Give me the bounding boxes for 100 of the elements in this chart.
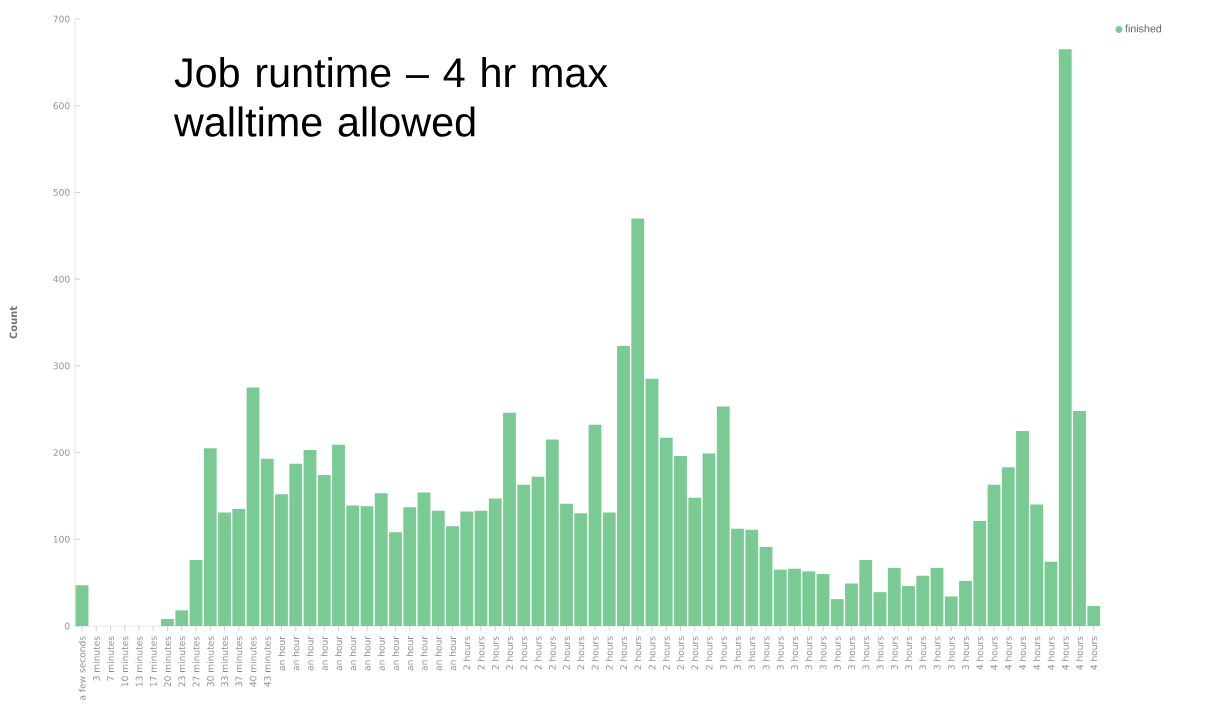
x-tick-label: 3 hours (790, 636, 799, 670)
x-tick-label: 4 hours (1061, 636, 1069, 670)
x-tick-label: 27 minutes (192, 636, 200, 687)
x-tick-label: 20 minutes (163, 636, 172, 687)
bar (702, 453, 716, 626)
bar (759, 547, 773, 626)
x-tick-label: 3 hours (748, 636, 756, 670)
x-tick-label: 3 hours (919, 636, 927, 670)
x-tick-label: 4 hours (1075, 636, 1083, 670)
x-tick-label: an hour (377, 636, 385, 671)
x-tick-label: 2 hours (634, 636, 642, 670)
bar (531, 476, 545, 626)
x-tick-label: an hour (363, 636, 371, 671)
x-tick-label: 43 minutes (263, 636, 271, 687)
x-tick-label: 3 hours (847, 636, 856, 670)
x-tick-label: 2 hours (605, 636, 613, 670)
x-tick-label: 3 hours (947, 636, 955, 670)
x-tick-label: an hour (334, 636, 343, 671)
x-tick-label: 4 hours (1018, 636, 1027, 670)
x-tick-label: 3 hours (961, 636, 970, 670)
x-tick-label: 2 hours (705, 636, 713, 670)
y-tick-label: 600 (53, 102, 70, 110)
bar (588, 424, 602, 626)
x-tick-label: 2 hours (591, 636, 599, 670)
x-tick-label: 4 hours (990, 636, 998, 670)
x-tick-label: 3 hours (733, 636, 742, 670)
y-tick-label: 200 (53, 449, 70, 456)
x-tick-label: 2 hours (477, 636, 485, 670)
x-tick-label: 2 hours (676, 636, 685, 670)
x-tick-label: 4 hours (1090, 636, 1098, 670)
x-tick-label: an hour (420, 636, 428, 671)
x-tick-label: 3 hours (876, 636, 884, 670)
x-tick-label: 2 hours (534, 636, 542, 670)
x-tick-label: an hour (306, 636, 314, 671)
y-axis-title: Count (9, 306, 18, 339)
y-tick-label: 400 (53, 275, 70, 283)
x-tick-label: 2 hours (520, 636, 528, 670)
x-tick-label: 4 hours (1033, 636, 1041, 670)
bar (303, 449, 317, 626)
x-tick-label: 2 hours (662, 636, 670, 670)
bar (474, 510, 488, 626)
bar (816, 573, 830, 626)
x-tick-label: an hour (448, 636, 457, 671)
x-tick-label: 2 hours (491, 636, 499, 670)
x-tick-label: 3 hours (904, 636, 913, 670)
x-tick-label: an hour (406, 636, 414, 671)
legend-label: finished (1125, 24, 1162, 33)
x-tick-label: 2 hours (619, 636, 628, 670)
x-tick-label: an hour (434, 636, 442, 671)
x-tick-label: 4 hours (976, 636, 984, 670)
x-tick-label: 30 minutes (206, 636, 214, 687)
x-tick-label: 3 hours (890, 636, 898, 670)
x-tick-label: 2 hours (505, 636, 514, 670)
x-tick-label: 2 hours (548, 636, 556, 670)
x-tick-label: an hour (320, 636, 328, 671)
x-tick-label: 37 minutes (235, 636, 243, 687)
x-tick-label: 3 hours (833, 636, 841, 670)
y-tick-label: 500 (53, 188, 70, 196)
x-tick-label: 7 minutes (106, 636, 115, 681)
x-tick-label: 3 hours (933, 636, 941, 670)
x-tick-label: 2 hours (577, 636, 585, 670)
x-tick-label: 2 hours (562, 636, 571, 670)
y-tick-label: 0 (65, 622, 70, 630)
bar (930, 567, 944, 626)
x-tick-label: 3 hours (862, 636, 870, 670)
x-tick-label: 4 hours (1004, 636, 1012, 670)
bar (987, 484, 1001, 626)
x-tick-label: 3 minutes (92, 636, 100, 681)
x-tick-label: 3 hours (805, 636, 813, 670)
x-tick-label: 33 minutes (220, 636, 229, 687)
x-tick-label: 3 hours (719, 636, 727, 670)
x-tick-label: 10 minutes (121, 636, 129, 687)
x-tick-label: 3 hours (819, 636, 827, 670)
y-tick-label: 300 (53, 362, 70, 370)
bar (417, 492, 431, 626)
bar (189, 560, 203, 626)
bar (246, 387, 260, 626)
x-tick-label: 3 hours (762, 636, 770, 670)
x-tick-label: 23 minutes (178, 636, 186, 687)
x-tick-label: 17 minutes (149, 636, 157, 687)
x-tick-label: 2 hours (648, 636, 656, 670)
x-tick-label: 13 minutes (135, 636, 143, 687)
x-tick-label: an hour (292, 636, 300, 671)
bar (1044, 561, 1058, 626)
bar (645, 378, 659, 626)
x-tick-label: 3 hours (776, 636, 784, 670)
bar (75, 585, 89, 626)
x-tick-label: a few seconds (78, 636, 86, 701)
x-tick-label: 2 hours (691, 636, 699, 670)
x-tick-label: 4 hours (1047, 636, 1055, 670)
x-tick-label: 40 minutes (249, 636, 257, 687)
x-tick-label: an hour (391, 636, 400, 671)
x-tick-label: an hour (349, 636, 357, 671)
y-tick-label: 100 (53, 535, 70, 543)
bar (360, 506, 374, 626)
bar (873, 592, 887, 626)
y-tick-label: 700 (53, 15, 70, 23)
x-tick-label: an hour (277, 636, 286, 671)
text: Job runtime – 4 hr max walltime allowed (173, 57, 608, 137)
x-tick-label: 2 hours (463, 636, 471, 670)
